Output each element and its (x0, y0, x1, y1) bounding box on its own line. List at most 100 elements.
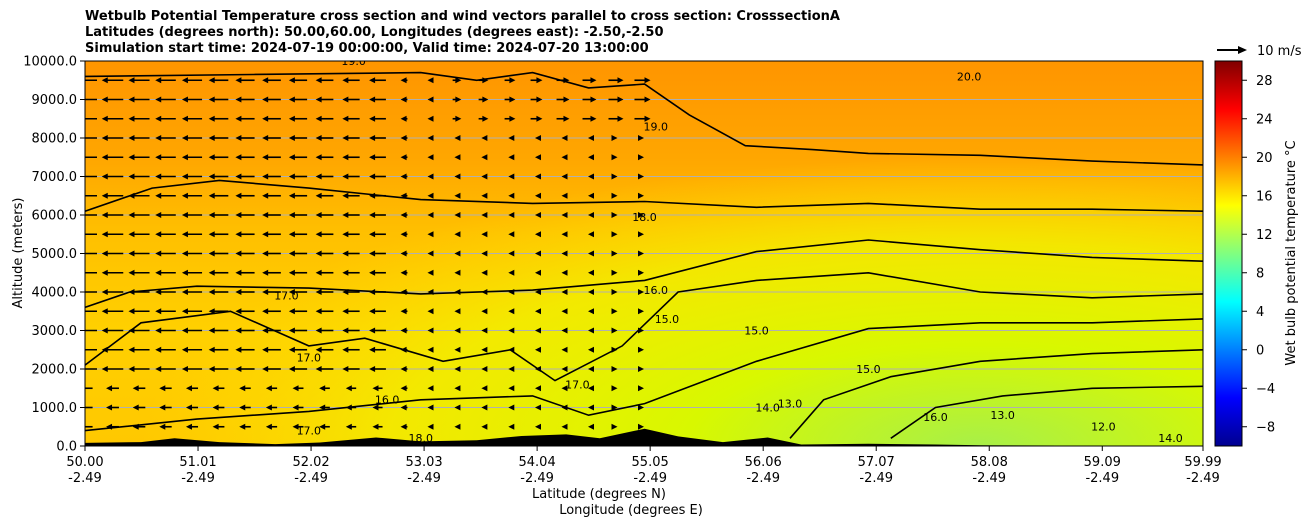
wind-vector (638, 231, 644, 238)
x-tick-label-lat: 51.01 (179, 455, 216, 470)
wind-vector (588, 289, 594, 295)
wind-vector (315, 231, 334, 238)
wind-vector (369, 173, 386, 180)
wind-vector (208, 192, 229, 199)
wind-vector (342, 269, 360, 276)
x-tick-label-lat: 52.02 (292, 455, 329, 470)
wind-vector (342, 96, 360, 103)
wind-vector (85, 348, 97, 351)
wind-vector (582, 115, 597, 122)
wind-vector (582, 96, 597, 103)
wind-vector (588, 308, 594, 315)
x-tick-label-lat: 58.08 (971, 455, 1008, 470)
wind-vector (427, 154, 434, 161)
wind-vector (128, 212, 150, 218)
wind-vector (400, 77, 408, 84)
wind-vector (508, 308, 515, 315)
wind-vector (101, 135, 124, 141)
wind-vector (427, 173, 434, 180)
wind-vector (181, 173, 203, 180)
wind-vector (85, 156, 97, 159)
contour-label: 15.0 (744, 324, 769, 337)
wind-vector (478, 115, 489, 122)
wind-vector (588, 423, 594, 430)
wind-vector (508, 192, 515, 199)
wind-vector (262, 346, 281, 353)
wind-vector (345, 404, 357, 411)
wind-vector (400, 192, 408, 199)
wind-vector (212, 423, 225, 430)
wind-vector (181, 115, 203, 122)
x-tick-label-lon: -2.49 (520, 471, 554, 486)
wind-vector (481, 385, 488, 392)
wind-vector (128, 289, 150, 295)
wind-vector (181, 250, 203, 257)
wind-vector (262, 327, 281, 334)
wind-vector (481, 135, 488, 141)
wind-vector (535, 231, 541, 238)
wind-vector (101, 212, 124, 218)
contour-label: 17.0 (297, 424, 322, 437)
wind-vector (235, 96, 255, 103)
wind-vector (212, 385, 225, 392)
y-tick-label: 4000.0 (32, 286, 78, 301)
wind-vector (101, 289, 124, 295)
wind-vector (481, 327, 488, 334)
wind-vector (508, 327, 515, 334)
wind-vector (315, 269, 334, 276)
wind-vector (288, 96, 308, 103)
wind-vector (155, 212, 176, 218)
wind-vector (342, 231, 360, 238)
wind-vector (611, 404, 618, 411)
wind-vector (155, 96, 176, 103)
wind-vector (208, 269, 229, 276)
wind-vector (208, 212, 229, 218)
wind-vector (638, 327, 644, 334)
wind-vector (530, 115, 543, 122)
wind-vector (181, 96, 203, 103)
wind-vector (454, 173, 461, 180)
wind-vector (508, 135, 515, 141)
wind-vector (342, 308, 360, 315)
contour-label: 13.0 (778, 398, 803, 411)
quiver-key: 10 m/s (1217, 44, 1302, 59)
wind-vector (508, 366, 515, 372)
chart-title-line2: Latitudes (degrees north): 50.00,60.00, … (85, 25, 664, 40)
wind-vector (611, 231, 618, 238)
wind-vector (235, 135, 255, 141)
x-axis-label-secondary: Longitude (degrees E) (559, 503, 703, 518)
wind-vector (181, 308, 203, 315)
wind-vector (535, 212, 541, 218)
wind-vector (369, 308, 386, 315)
wind-vector (504, 115, 516, 122)
wind-vector (400, 423, 408, 430)
wind-vector (454, 135, 461, 141)
wind-vector (611, 212, 618, 218)
wind-vector (535, 366, 541, 372)
wind-vector (181, 212, 203, 218)
wind-vector (608, 115, 624, 122)
wind-vector (481, 212, 488, 218)
wind-vector (427, 77, 434, 84)
wind-vector (235, 250, 255, 257)
wind-vector (372, 385, 383, 392)
wind-vector (504, 77, 516, 84)
wind-vector (588, 404, 594, 411)
wind-vector (535, 346, 541, 353)
wind-vector (369, 346, 386, 353)
wind-vector (288, 135, 308, 141)
wind-vector (588, 385, 594, 392)
wind-vector (508, 154, 515, 161)
wind-vector (181, 366, 203, 372)
x-axis-label: Latitude (degrees N) (532, 487, 666, 502)
wind-vector (530, 77, 543, 84)
wind-vector (427, 366, 434, 372)
wind-vector (85, 137, 97, 139)
wind-vector (611, 173, 618, 180)
contour-label: 17.0 (297, 351, 322, 364)
wind-vector (588, 154, 594, 161)
wind-vector (535, 269, 541, 276)
x-tick-label-lon: -2.49 (633, 471, 667, 486)
wind-vector (638, 173, 644, 180)
